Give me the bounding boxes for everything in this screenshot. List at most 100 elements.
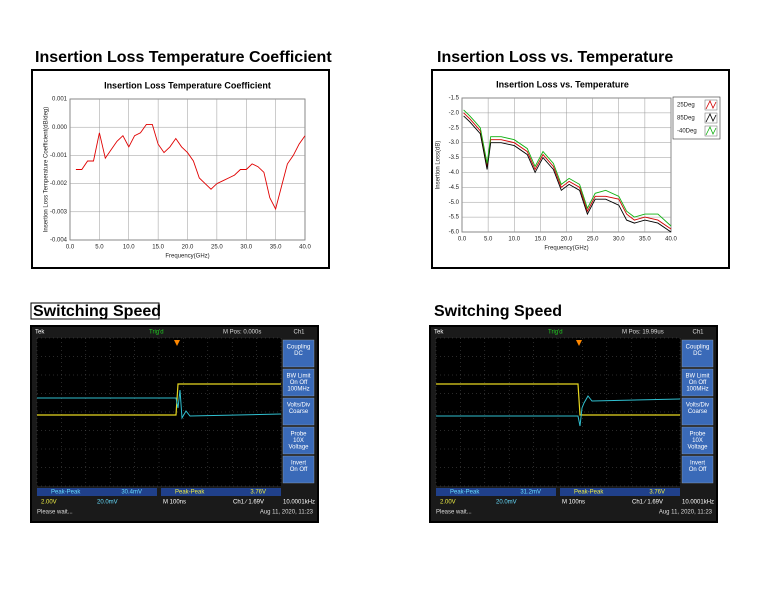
- menu-text: On Off: [290, 380, 308, 386]
- mpos: M Pos: 0.000s: [223, 330, 261, 336]
- menu-text: Voltage: [288, 445, 309, 451]
- menu-text: DC: [294, 351, 303, 357]
- legend-swatch: [704, 125, 718, 137]
- x-tick-label: 25.0: [211, 245, 223, 251]
- yellow-trace: [436, 383, 680, 416]
- legend-line: [705, 100, 717, 110]
- date-text: Aug 11, 2020, 11:23: [260, 510, 314, 516]
- meas-value: 30.4mV: [121, 490, 142, 496]
- ch-tab: Ch1: [293, 330, 305, 336]
- status-field: 20.0mV: [496, 500, 517, 506]
- menu-button: [681, 455, 714, 484]
- meas-label: Peak-Peak: [574, 490, 604, 496]
- x-tick-label: 0.0: [66, 245, 75, 251]
- section-heading: Switching Speed: [33, 303, 161, 320]
- menu-button: [681, 339, 714, 368]
- yellow-trace: [37, 383, 281, 416]
- meas-label: Peak-Peak: [51, 490, 81, 496]
- x-tick-label: 40.0: [299, 245, 311, 251]
- meas-label: Peak-Peak: [175, 490, 205, 496]
- cyan-trace: [436, 395, 681, 427]
- menu-text: Coarse: [289, 409, 309, 415]
- meas-value: 31.2mV: [520, 490, 541, 496]
- trigger-marker: [576, 340, 582, 346]
- meas-value: 3.76V: [250, 490, 266, 496]
- menu-text: On Off: [689, 380, 707, 386]
- series-line: [463, 115, 672, 233]
- menu-text: Volts/Div: [686, 403, 709, 409]
- menu-text: DC: [693, 351, 702, 357]
- section-heading: Insertion Loss Temperature Coefficient: [35, 49, 332, 66]
- menu-text: Probe: [689, 432, 706, 438]
- x-tick-label: 20.0: [561, 237, 573, 243]
- menu-text: Volts/Div: [287, 403, 310, 409]
- x-tick-label: 20.0: [182, 245, 194, 251]
- status-field: 10.0001kHz: [682, 500, 714, 506]
- x-axis-label: Frequency(GHz): [165, 254, 209, 260]
- legend-swatch: [704, 99, 718, 111]
- status-field: 20.0mV: [97, 500, 118, 506]
- tek: Tek: [35, 330, 45, 336]
- x-tick-label: 35.0: [270, 245, 282, 251]
- trigger-marker: [174, 340, 180, 346]
- y-tick-label: -0.001: [50, 153, 68, 159]
- menu-button: [681, 397, 714, 426]
- x-tick-label: 30.0: [240, 245, 252, 251]
- y-tick-label: -0.002: [50, 181, 68, 187]
- menu-text: Coarse: [688, 409, 708, 415]
- x-tick-label: 30.0: [613, 237, 625, 243]
- menu-button: [282, 455, 315, 484]
- menu-text: Voltage: [687, 445, 708, 451]
- legend-label: 25Deg: [677, 103, 695, 109]
- meas-box: [560, 488, 680, 496]
- menu-button: [681, 426, 714, 455]
- x-tick-label: 10.0: [508, 237, 520, 243]
- y-tick-label: -5.0: [449, 200, 460, 206]
- menu-button: [282, 426, 315, 455]
- meas-value: 3.76V: [649, 490, 665, 496]
- menu-button: [282, 397, 315, 426]
- y-tick-label: -3.0: [449, 140, 460, 146]
- chart-title: Insertion Loss vs. Temperature: [496, 79, 629, 89]
- menu-text: 100MHz: [287, 387, 309, 393]
- menu-text: Coupling: [287, 345, 311, 351]
- menu-text: Invert: [291, 461, 306, 467]
- x-tick-label: 25.0: [587, 237, 599, 243]
- y-tick-label: -4.0: [449, 170, 460, 176]
- cyan-trace: [37, 389, 282, 420]
- status-field: 10.0001kHz: [283, 500, 315, 506]
- menu-text: Probe: [290, 432, 307, 438]
- section-heading: Insertion Loss vs. Temperature: [437, 49, 673, 66]
- x-tick-label: 0.0: [458, 237, 467, 243]
- menu-button: [282, 368, 315, 397]
- menu-text: On Off: [689, 467, 707, 473]
- y-tick-label: -1.5: [449, 96, 460, 102]
- y-tick-label: 0.000: [52, 125, 68, 131]
- menu-text: On Off: [290, 467, 308, 473]
- y-tick-label: 0.001: [52, 97, 68, 103]
- status-field: M 100ns: [163, 500, 186, 506]
- heading-box: [30, 302, 160, 320]
- series-line: [463, 109, 672, 227]
- y-tick-label: -5.5: [449, 215, 460, 221]
- x-tick-label: 15.0: [535, 237, 547, 243]
- x-tick-label: 35.0: [639, 237, 651, 243]
- date-text: Aug 11, 2020, 11:23: [659, 510, 713, 516]
- section-heading: Switching Speed: [434, 303, 562, 320]
- status-field: Ch1 ∕ 1.69V: [632, 499, 663, 506]
- legend-swatch: [704, 112, 718, 124]
- tek: Tek: [434, 330, 444, 336]
- ch-tab: Ch1: [692, 330, 704, 336]
- meas-box: [161, 488, 281, 496]
- x-tick-label: 5.0: [484, 237, 493, 243]
- menu-text: Invert: [690, 461, 705, 467]
- status-field: 2.00V: [440, 500, 456, 506]
- x-tick-label: 10.0: [123, 245, 135, 251]
- y-axis-label: Insertion Loss Temperature Coefficient(d…: [44, 107, 50, 233]
- status-text: Please wait...: [37, 510, 73, 516]
- menu-text: Coupling: [686, 345, 710, 351]
- mpos: M Pos: 19.99us: [622, 330, 664, 336]
- x-tick-label: 5.0: [95, 245, 104, 251]
- status-text: Please wait...: [436, 510, 472, 516]
